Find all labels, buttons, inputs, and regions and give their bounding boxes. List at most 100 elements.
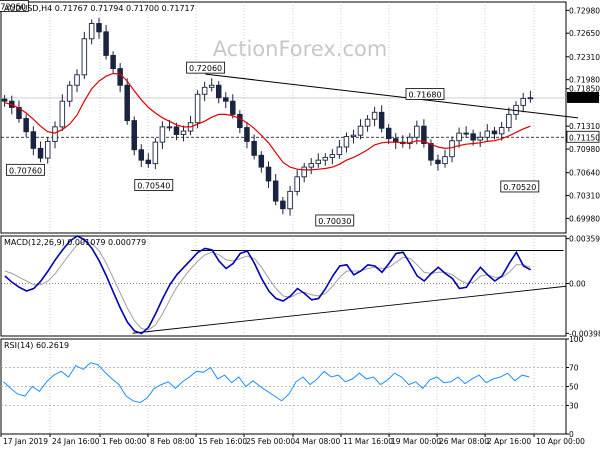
candle [244,127,250,142]
y-tick-label: 0.72650 [569,29,600,38]
candle [1,98,8,102]
y-tick-label: 0.69980 [569,214,600,223]
candle [378,111,385,129]
candle [287,190,293,210]
x-tick-label: 2 Apr 16:00 [487,437,531,446]
candle [491,130,498,135]
price-annotation-box [315,214,355,227]
price-annotation-box [500,180,540,193]
candle [520,97,526,106]
macd-panel-title: MACD(12,26,9) 0.001079 0.000779 [4,238,146,247]
y-tick-label: 0.72980 [569,6,600,15]
candle [152,141,159,165]
price-annotation-box [186,61,226,74]
candle [463,132,469,135]
rsi-panel-title: RSI(14) 60.2619 [4,341,69,350]
candle [194,93,201,124]
x-tick-label: 25 Feb 00:00 [246,437,295,446]
watermark: ActionForex.com [213,37,388,61]
x-tick-label: 15 Feb 16:00 [198,437,247,446]
candle [88,23,95,40]
candle [208,84,215,88]
candle [280,200,286,210]
candle [435,159,441,165]
macd-support-trendline [132,285,567,334]
x-tick-label: 10 Apr 00:00 [536,437,585,446]
candle [506,113,512,129]
candle [477,136,483,141]
y-tick-label: 0.71850 [569,85,600,94]
candle [124,84,130,122]
price-annotation-label: 0.72950 [0,2,26,11]
candle [117,68,123,86]
candle [74,74,80,86]
macd-line [4,235,532,335]
price-annotation-label: 0.72060 [189,64,222,73]
candle [414,125,420,138]
candle [484,130,491,138]
candle [343,136,350,148]
candle [498,127,505,135]
candle [131,120,137,151]
panel-frame-0 [0,1,567,234]
candle [456,132,462,142]
candle [513,104,519,115]
candle [371,111,378,120]
price-annotation-box [6,163,45,176]
y-tick-label: 0.70980 [569,145,600,154]
candle [138,149,145,161]
y-tick-label: 0.71310 [569,122,600,131]
support-price-label: 0.71150 [569,133,600,142]
y-tick-label: 50 [569,383,579,392]
price-panel-title: AUDUSD,H4 0.71767 0.71794 0.71700 0.7171… [4,4,195,13]
candle [223,97,229,102]
candle [145,159,152,165]
candle [442,156,448,165]
candle [180,130,187,135]
y-tick-label: 0.00 [569,280,586,289]
candle [215,84,222,99]
candle [173,126,180,135]
last-price-box [567,91,599,103]
candle [449,140,455,158]
candle [350,134,357,138]
panel-frame-1 [0,235,567,337]
candle [428,143,434,161]
x-tick-label: 11 Mar 16:00 [343,437,393,446]
resistance-trendline [205,73,579,119]
y-tick-label: 0.003592 [569,235,600,244]
last-price-label: 0.71717 [569,94,600,103]
x-tick-label: 24 Jan 16:00 [52,437,100,446]
candle [470,133,476,141]
candle [166,126,173,129]
y-tick-label: 0 [569,430,574,439]
x-tick-label: 4 Mar 08:00 [295,437,341,446]
candle [23,118,29,133]
price-annotation-box [405,88,445,100]
candle [201,86,208,95]
candle [59,100,66,128]
x-tick-label: 17 Jan 2019 [3,437,48,446]
candle [44,140,51,159]
candle [52,126,58,142]
candle [110,54,116,70]
support-price-box [566,130,600,143]
price-annotation-label: 0.70520 [503,183,536,192]
price-annotation-box [134,179,174,191]
candle [103,31,109,56]
candle [421,125,427,144]
candle [66,84,73,102]
y-tick-label: -0.003986 [569,329,600,338]
candle [265,166,272,182]
candle [230,100,236,115]
x-tick-label: 19 Mar 00:00 [391,437,441,446]
candle [294,176,300,192]
candle [96,23,102,33]
candle [30,131,37,149]
candle [237,113,243,129]
price-annotation-label: 0.70030 [318,217,351,226]
candle [315,159,322,165]
candle [301,166,307,178]
candle [527,97,534,100]
